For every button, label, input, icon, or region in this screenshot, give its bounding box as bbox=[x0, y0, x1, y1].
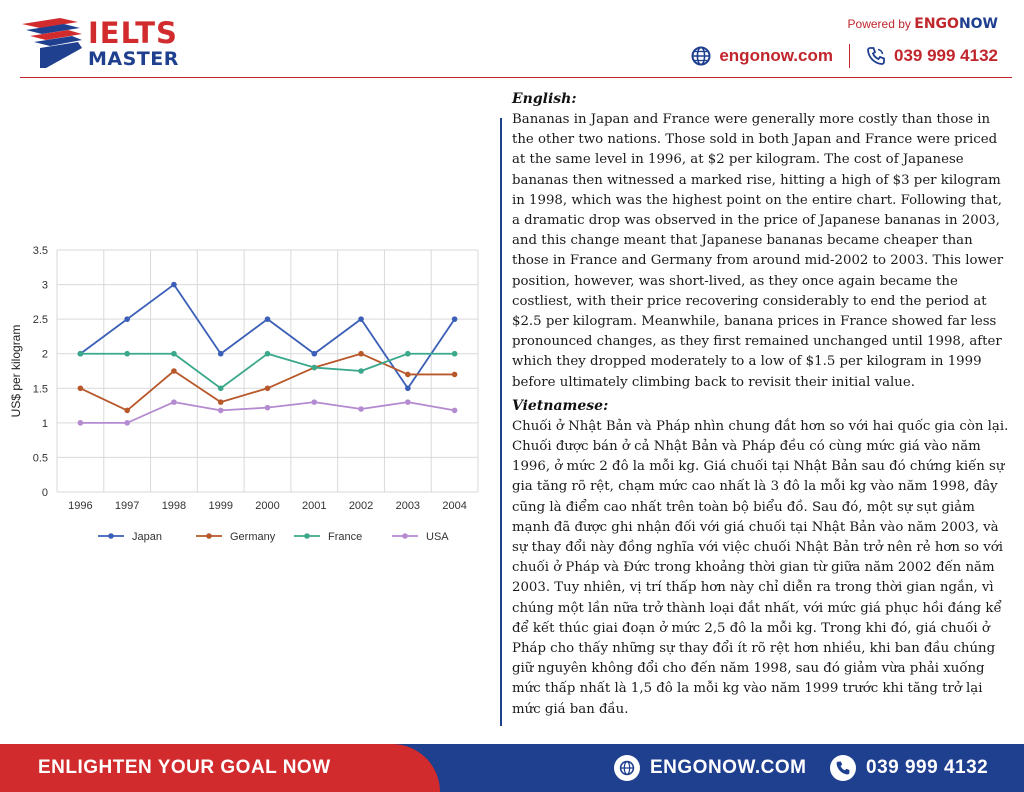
x-tick-label: 1998 bbox=[162, 500, 186, 512]
data-point-germany bbox=[358, 350, 364, 357]
series-line-germany bbox=[80, 352, 455, 412]
data-point-germany bbox=[171, 368, 177, 374]
legend-marker-france bbox=[304, 533, 310, 539]
ielts-master-logo[interactable]: IELTS MASTER bbox=[20, 14, 190, 70]
header-phone-text: 039 999 4132 bbox=[894, 46, 998, 65]
x-tick-label: 2000 bbox=[255, 500, 279, 512]
x-tick-label: 1999 bbox=[208, 500, 232, 512]
powered-brand: ENGONOW bbox=[914, 16, 998, 32]
y-tick-label: 3 bbox=[42, 280, 48, 292]
line-chart: 0 0.5 1 1.5 2 2.5 3 3.5 1996 1997 1998 1999 2000 2001… bbox=[0, 236, 490, 556]
data-point-germany bbox=[451, 371, 458, 378]
data-point-usa bbox=[311, 399, 318, 405]
data-point-japan bbox=[311, 350, 318, 357]
legend-marker-germany bbox=[206, 533, 212, 539]
data-point-usa bbox=[77, 420, 84, 426]
y-tick-label: 1 bbox=[42, 418, 48, 430]
x-tick-label: 2002 bbox=[349, 500, 373, 512]
x-tick-label: 2004 bbox=[442, 500, 466, 512]
text-column: English: Bananas in Japan and France wer… bbox=[512, 88, 1012, 722]
x-tick-label: 2001 bbox=[302, 500, 326, 512]
data-point-france bbox=[124, 350, 130, 357]
data-point-usa bbox=[124, 420, 130, 426]
header-website-text: engonow.com bbox=[719, 46, 833, 65]
footer-phone-link[interactable]: 039 999 4132 bbox=[830, 755, 988, 781]
globe-icon bbox=[614, 755, 640, 781]
footer-website-text: ENGONOW.COM bbox=[650, 757, 807, 778]
y-axis-label: US$ per kilogram bbox=[9, 325, 23, 418]
data-point-france bbox=[264, 350, 271, 357]
logo-master-text: MASTER bbox=[88, 48, 179, 70]
y-tick-label: 0.5 bbox=[33, 452, 48, 464]
data-point-usa bbox=[358, 406, 364, 412]
data-point-germany bbox=[217, 399, 224, 405]
data-point-germany bbox=[264, 385, 271, 392]
vietnamese-paragraph: Chuối ở Nhật Bản và Pháp nhìn chung đắt … bbox=[512, 418, 1009, 717]
logo-emblem-icon bbox=[22, 18, 82, 68]
data-point-japan bbox=[124, 316, 130, 322]
data-point-france bbox=[311, 364, 318, 371]
data-point-france bbox=[77, 350, 84, 357]
data-point-germany bbox=[124, 407, 130, 414]
powered-brand-b: NOW bbox=[958, 16, 998, 32]
data-point-france bbox=[358, 368, 364, 374]
english-heading: English: bbox=[512, 91, 577, 107]
data-point-usa bbox=[264, 404, 271, 411]
header: IELTS MASTER Powered by ENGONOW engonow.… bbox=[0, 0, 1024, 80]
powered-prefix: Powered by bbox=[847, 17, 911, 31]
legend-label: USA bbox=[426, 531, 449, 543]
data-point-germany bbox=[77, 385, 84, 392]
data-point-japan bbox=[171, 281, 177, 288]
vietnamese-heading: Vietnamese: bbox=[512, 397, 609, 414]
english-paragraph: Bananas in Japan and France were general… bbox=[512, 112, 1004, 390]
data-point-japan bbox=[264, 316, 271, 322]
footer: ENLIGHTEN YOUR GOAL NOW ENGONOW.COM 039 … bbox=[0, 744, 1024, 792]
data-point-japan bbox=[451, 316, 458, 322]
footer-phone-text: 039 999 4132 bbox=[866, 757, 989, 778]
data-point-japan bbox=[358, 316, 364, 322]
data-point-france bbox=[217, 385, 224, 392]
x-tick-label: 1997 bbox=[115, 500, 139, 512]
data-point-france bbox=[405, 350, 411, 357]
legend-label: France bbox=[328, 531, 362, 543]
y-tick-label: 1.5 bbox=[33, 383, 48, 395]
data-point-germany bbox=[405, 371, 411, 378]
footer-slogan: ENLIGHTEN YOUR GOAL NOW bbox=[38, 757, 331, 778]
legend-label: Japan bbox=[132, 531, 162, 543]
y-tick-label: 2.5 bbox=[33, 314, 48, 326]
header-phone-link[interactable]: 039 999 4132 bbox=[866, 46, 998, 66]
footer-website-link[interactable]: ENGONOW.COM bbox=[614, 755, 806, 781]
data-point-usa bbox=[171, 399, 177, 405]
series-line-japan bbox=[79, 283, 456, 390]
header-contact-divider bbox=[849, 44, 850, 68]
logo-ielts-text: IELTS bbox=[88, 16, 178, 50]
phone-icon bbox=[830, 755, 856, 781]
data-point-france bbox=[451, 350, 458, 357]
legend-marker-usa bbox=[402, 533, 408, 539]
phone-icon bbox=[867, 47, 885, 65]
text-divider bbox=[500, 118, 502, 726]
legend-label: Germany bbox=[230, 531, 276, 543]
globe-icon bbox=[691, 46, 711, 66]
data-point-usa bbox=[405, 399, 411, 405]
y-tick-label: 2 bbox=[42, 349, 48, 361]
y-tick-label: 3.5 bbox=[33, 245, 48, 257]
footer-red-panel bbox=[0, 744, 440, 792]
y-tick-label: 0 bbox=[42, 487, 48, 499]
legend-marker-japan bbox=[108, 533, 114, 539]
header-website-link[interactable]: engonow.com bbox=[691, 46, 833, 66]
line-chart-svg: 0 0.5 1 1.5 2 2.5 3 3.5 1996 1997 1998 1999 2000 2001… bbox=[9, 245, 479, 543]
data-point-japan bbox=[217, 350, 224, 357]
data-point-france bbox=[171, 350, 177, 357]
x-tick-label: 2003 bbox=[396, 500, 420, 512]
x-tick-label: 1996 bbox=[68, 500, 92, 512]
powered-brand-a: ENGO bbox=[914, 16, 959, 32]
powered-by: Powered by ENGONOW bbox=[848, 16, 998, 32]
data-point-usa bbox=[451, 407, 458, 414]
data-point-usa bbox=[217, 407, 224, 414]
header-contact: engonow.com 039 999 4132 bbox=[691, 44, 998, 68]
data-point-japan bbox=[405, 385, 411, 392]
header-divider-line bbox=[20, 77, 1012, 78]
